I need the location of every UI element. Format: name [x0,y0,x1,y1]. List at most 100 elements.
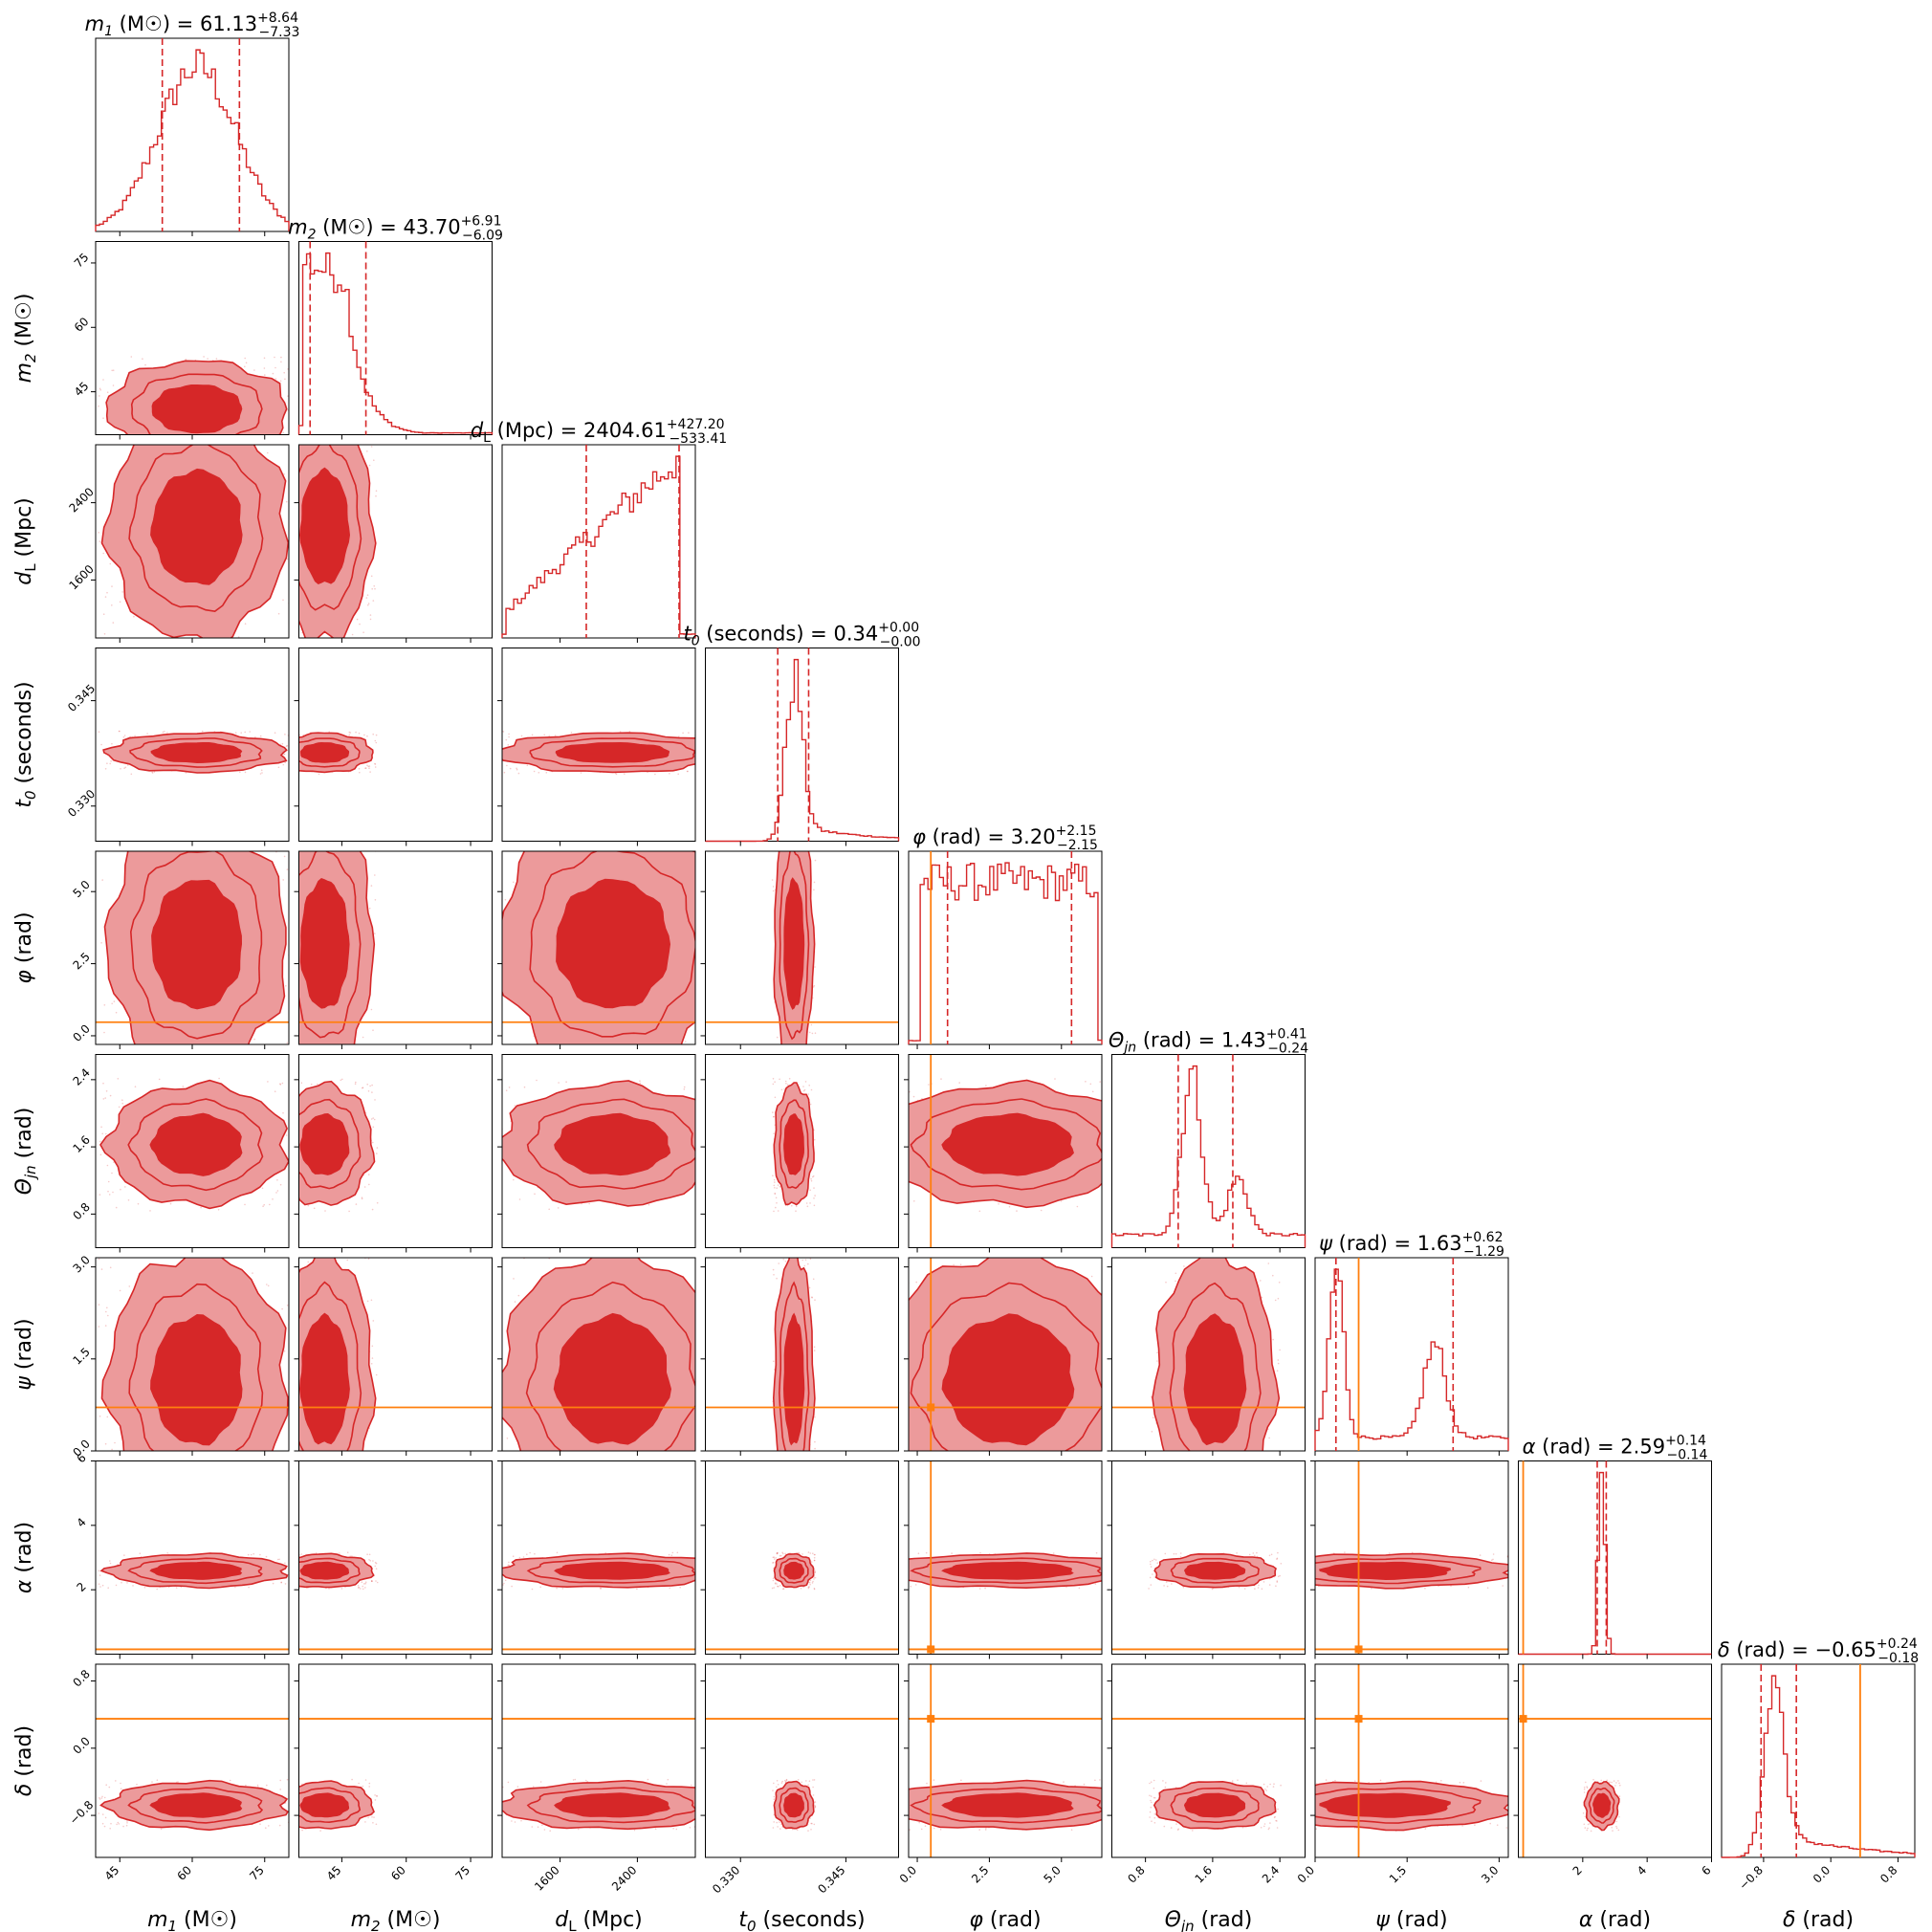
sample-dot [807,1551,810,1553]
sample-dot [810,1243,812,1245]
sample-dot [783,843,785,845]
sample-dot [330,1483,332,1485]
sample-dot [632,1502,634,1504]
sample-dot [809,1189,811,1192]
sample-dot [776,1467,778,1469]
sample-dot [117,1078,120,1080]
sample-dot [289,1169,291,1171]
sample-dot [732,857,734,859]
sample-dot [284,763,286,765]
sample-dot [914,1584,917,1586]
panel-content [705,1551,899,1651]
sample-dot [367,1258,370,1260]
sample-dot [1253,1484,1255,1486]
sample-dot [513,1178,515,1181]
sample-dot [528,1512,530,1514]
sample-dot [121,1102,123,1105]
sample-dot [284,1046,286,1048]
sample-dot [495,1156,497,1158]
sample-dot [497,1582,499,1584]
sample-dot [249,1484,251,1486]
sample-dot [296,1787,297,1789]
sample-dot [887,1294,889,1296]
contour-inner [151,384,243,434]
sample-dot [375,1823,378,1826]
sample-dot [777,1210,779,1212]
sample-dot [367,604,369,606]
sample-dot [498,836,500,838]
sample-dot [371,1084,373,1087]
sample-dot [505,1089,508,1091]
sample-dot [108,1194,111,1196]
sample-dot [124,1186,126,1188]
sample-dot [374,762,376,765]
sample-dot [345,406,347,407]
sample-dot [718,1570,720,1571]
sample-dot [150,1476,152,1478]
sample-dot [729,773,731,775]
sample-dot [1127,1557,1129,1559]
sample-dot [984,1587,986,1590]
sample-dot [735,1385,736,1387]
sample-dot [339,1552,340,1554]
sample-dot [531,734,534,736]
sample-dot [244,623,247,625]
sample-dot [374,874,376,876]
sample-dot [302,1044,304,1046]
sample-dot [870,1109,872,1110]
sample-dot [1094,1583,1097,1585]
sample-dot [877,1342,879,1344]
sample-dot [267,1504,269,1506]
sample-dot [274,1472,275,1474]
sample-dot [493,1364,494,1366]
panel-content [877,1258,1125,1451]
sample-dot [281,1013,283,1015]
sample-dot [357,1051,359,1053]
sample-dot [693,1498,695,1500]
panel-title-4: φ (rad) = 3.20+2.15 −2.15 [912,823,1098,853]
sample-dot [801,816,803,818]
sample-dot [290,1260,292,1262]
panel-content [96,1551,289,1651]
sample-dot [98,532,99,534]
sample-dot [777,815,779,817]
sample-dot [366,450,368,452]
sample-dot [731,1585,733,1587]
sample-dot [162,1481,164,1482]
sample-dot [293,759,295,761]
sample-dot [794,1457,796,1459]
sample-dot [267,1284,270,1287]
sample-dot [124,1507,126,1509]
sample-dot [813,1588,816,1591]
sample-dot [341,428,343,430]
sample-dot [103,1031,105,1034]
sample-dot [494,762,496,764]
sample-dot [374,766,377,768]
sample-dot [1268,1554,1271,1557]
sample-dot [1262,1581,1265,1583]
sample-dot [263,357,266,360]
sample-dot [104,596,107,598]
sample-dot [1123,1366,1125,1368]
sample-dot [338,404,340,406]
sample-dot [291,522,293,524]
sample-dot [776,1078,778,1080]
sample-dot [363,1186,366,1188]
sample-dot [101,879,103,881]
sample-dot [355,731,357,734]
sample-dot [714,1427,716,1429]
sample-dot [98,731,100,733]
contour-inner [555,741,670,763]
sample-dot [274,378,277,380]
sample-dot [1150,1243,1152,1245]
sample-dot [1272,1338,1274,1341]
sample-dot [290,757,292,758]
sample-dot [733,1572,735,1574]
sample-dot [319,1501,321,1503]
sample-dot [144,1048,146,1050]
sample-dot [301,1829,303,1832]
sample-dot [812,986,815,988]
sample-dot [1486,1587,1489,1589]
sample-dot [105,1059,107,1061]
sample-dot [718,865,720,867]
